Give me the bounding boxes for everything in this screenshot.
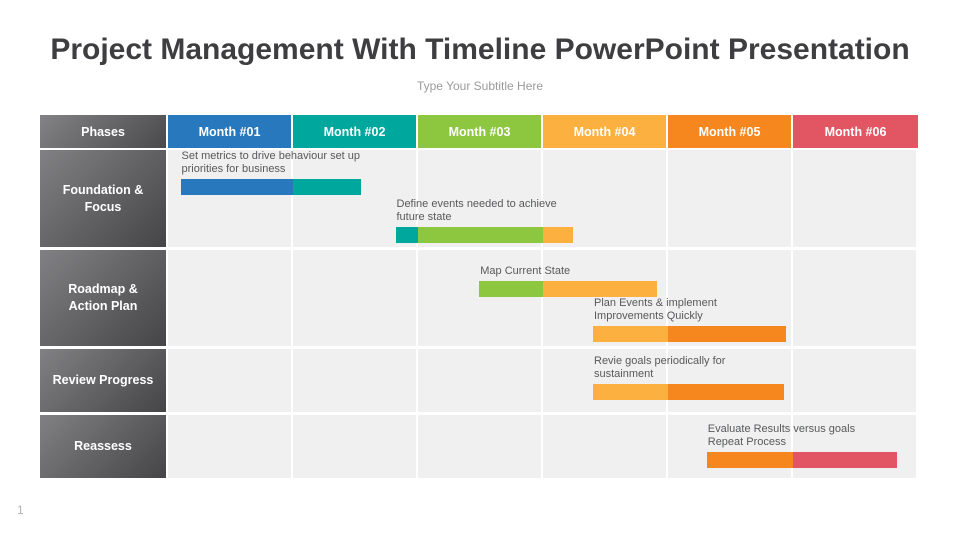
bar-segment-green xyxy=(418,227,543,243)
task-bar xyxy=(479,281,657,297)
table-row: Reassess Evaluate Results versus goals Re… xyxy=(40,415,918,478)
gantt-task: Evaluate Results versus goals Repeat Pro… xyxy=(706,423,897,468)
row-grid-area: Revie goals periodically for sustainment xyxy=(168,349,918,412)
phases-column-header: Phases xyxy=(40,115,166,148)
months-header: Month #01 Month #02 Month #03 Month #04 Mont… xyxy=(168,115,918,148)
column-header-month-04: Month #04 xyxy=(543,115,668,148)
slide-number: 1 xyxy=(17,503,24,517)
gantt-task: Plan Events & implement Improvements Qui… xyxy=(593,297,786,342)
task-label: Evaluate Results versus goals Repeat Pro… xyxy=(707,422,856,448)
task-label: Define events needed to achieve future s… xyxy=(396,197,557,223)
bar-segment-amber xyxy=(543,227,573,243)
task-label: Revie goals periodically for sustainment xyxy=(594,354,726,380)
phase-label: Review Progress xyxy=(40,349,166,412)
row-grid-area: Set metrics to drive behaviour set up pr… xyxy=(168,150,918,247)
table-row: Roadmap & Action Plan Map Current State Pl… xyxy=(40,250,918,346)
task-bar xyxy=(593,326,786,342)
bar-segment-red xyxy=(793,452,897,468)
column-header-month-01: Month #01 xyxy=(168,115,293,148)
task-label: Map Current State xyxy=(480,264,571,277)
row-grid-area: Evaluate Results versus goals Repeat Pro… xyxy=(168,415,918,478)
row-grid-area: Map Current State Plan Events & implement… xyxy=(168,250,918,346)
column-header-month-05: Month #05 xyxy=(668,115,793,148)
phase-label: Reassess xyxy=(40,415,166,478)
phase-label: Roadmap & Action Plan xyxy=(40,250,166,346)
slide-subtitle: Type Your Subtitle Here xyxy=(416,79,544,93)
bar-segment-orange xyxy=(668,326,786,342)
column-header-month-02: Month #02 xyxy=(293,115,418,148)
gantt-timeline-table: Phases Month #01 Month #02 Month #03 Month … xyxy=(40,115,918,481)
task-label: Set metrics to drive behaviour set up pr… xyxy=(181,149,361,175)
task-bar xyxy=(395,227,573,243)
table-header-row: Phases Month #01 Month #02 Month #03 Month … xyxy=(40,115,918,148)
table-row: Review Progress Revie goals periodically … xyxy=(40,349,918,412)
gantt-task: Map Current State xyxy=(479,265,657,297)
bar-segment-orange xyxy=(706,452,793,468)
task-bar xyxy=(706,452,897,468)
task-bar xyxy=(593,384,785,400)
task-label: Plan Events & implement Improvements Qui… xyxy=(594,296,717,322)
table-row: Foundation & Focus Set metrics to drive b… xyxy=(40,150,918,247)
slide-title: Project Management With Timeline PowerPo… xyxy=(50,33,910,66)
bar-segment-teal xyxy=(395,227,418,243)
bar-segment-orange xyxy=(668,384,785,400)
task-bar xyxy=(180,179,361,195)
bar-segment-blue xyxy=(180,179,293,195)
table-body: Foundation & Focus Set metrics to drive b… xyxy=(40,150,918,478)
bar-segment-green xyxy=(479,281,543,297)
bar-segment-amber xyxy=(593,384,668,400)
bar-segment-teal xyxy=(293,179,361,195)
column-header-month-03: Month #03 xyxy=(418,115,543,148)
phase-label: Foundation & Focus xyxy=(40,150,166,247)
gantt-task: Set metrics to drive behaviour set up pr… xyxy=(180,150,361,195)
column-header-month-06: Month #06 xyxy=(793,115,918,148)
bar-segment-amber xyxy=(543,281,657,297)
gantt-task: Define events needed to achieve future s… xyxy=(395,198,573,243)
bar-segment-amber xyxy=(593,326,668,342)
gantt-task: Revie goals periodically for sustainment xyxy=(593,355,785,400)
